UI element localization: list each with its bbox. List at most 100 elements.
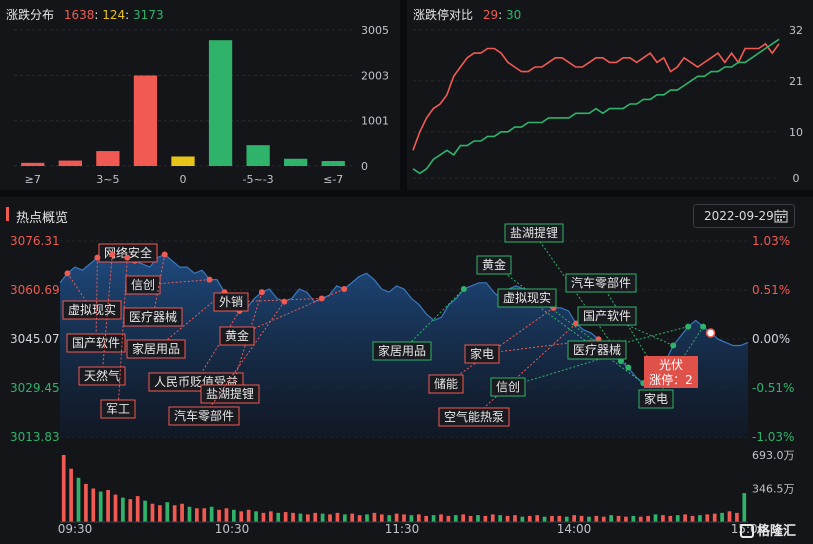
down-count: 3173 [133,8,164,22]
annotation-label: 信创 [496,380,520,394]
limit-compare-panel: 涨跌停对比 29: 30 0 10 21 32 [407,0,813,190]
volume-bar [195,508,199,522]
volume-bar [402,514,406,522]
volume-bar [135,496,140,522]
volume-bar [601,516,606,522]
annotation-point [94,254,101,261]
annotation-box [62,300,122,320]
volume-bar [720,512,724,522]
x-tick-label: ≤-7 [323,173,343,186]
volume-bar [579,515,584,522]
flat-count: 124 [102,8,126,22]
volume-bar [416,514,421,522]
annotation-label: 医疗器械 [129,309,177,324]
annotation-leader [155,291,225,350]
y-tick-label: 10 [789,126,803,139]
volume-tick-label: 346.5万 [752,483,795,496]
annotation-label: 汽车零部件 [571,275,631,290]
volume-bar [150,503,155,522]
annotation-box [66,333,126,353]
annotation-leader [445,307,554,385]
volume-bar [624,516,628,522]
volume-bar [468,515,473,522]
volume-bar [121,497,125,522]
annotation-leader [236,288,345,337]
volume-bar [572,515,576,522]
volume-bar [675,515,680,522]
volume-bar [217,509,221,522]
volume-bar [439,514,443,522]
volume-bar [631,515,636,522]
annotation-label: 天然气 [84,368,120,383]
annotation-point [124,254,131,261]
volume-bar [320,513,325,522]
annotation-point [685,323,692,330]
volume-bar [276,512,281,522]
annotation-box [438,407,510,427]
volume-bar [557,515,562,522]
x-tick-label: ≥7 [25,173,41,186]
distribution-header: 涨跌分布 1638: 124: 3173 [6,6,164,23]
volume-bar [446,515,451,522]
annotation-label: 虚拟现实 [503,290,551,305]
annotation-label: 汽车零部件 [174,408,234,423]
volume-bar [84,483,88,522]
annotation-label: 空气能热泵 [444,409,504,424]
annotation-box [78,366,126,386]
bar [133,75,158,166]
up-count: 1638 [63,8,95,22]
volume-bar [165,502,170,522]
annotation-point [341,286,348,293]
y-left-tick-label: 3013.83 [10,430,60,444]
annotation-label: 医疗器械 [573,342,621,357]
volume-bar [172,505,177,522]
volume-bar [128,499,133,522]
volume-bar [513,515,517,522]
limit-down-count: 30 [506,8,522,22]
x-tick-label: 11:30 [385,522,420,536]
volume-bar [735,512,739,522]
volume-bar [520,516,525,522]
hot-overview-title: 热点概览 [16,211,69,226]
annotation-box [126,339,186,359]
y-left-tick-label: 3076.31 [10,234,60,248]
volume-bar [268,511,273,522]
volume-bar [254,511,258,522]
annotation-leader [493,264,622,362]
annotation-box [428,374,464,394]
volume-bar [594,515,599,522]
volume-bar [461,514,466,522]
volume-bar [505,515,510,522]
sep-2: : [125,8,130,22]
volume-bar [232,509,236,522]
y-tick-label: 3005 [361,24,389,37]
annotation-box [219,326,255,346]
limit-down-line [412,38,780,175]
annotation-leader [195,310,240,383]
volume-bar [61,455,66,522]
calendar-icon[interactable] [774,209,788,223]
annotation-label: 黄金 [482,257,506,272]
x-tick-label: 14:00 [557,522,592,536]
volume-bar [638,516,643,522]
y-right-tick-label: 0.00% [752,332,790,346]
volume-bar [113,494,118,522]
volume-bar [143,500,147,522]
y-right-tick-label: -0.51% [752,381,794,395]
y-right-tick-label: 1.03% [752,234,790,248]
volume-bar [246,509,251,522]
annotation-box [98,243,158,263]
volume-bar [483,515,488,522]
annotation-box [490,377,526,397]
watermark: 格隆汇 [740,520,796,539]
annotation-label: 储能 [434,376,458,391]
bar [58,160,82,166]
x-tick-label: 15:00 [731,522,766,536]
annotation-box [567,340,627,360]
limit-compare-chart: 0 10 21 32 [412,24,803,185]
volume-bar [379,514,384,522]
volume-bar [98,491,103,522]
volume-bar [202,508,207,522]
date-picker[interactable]: 2022-09-29 [693,204,795,228]
volume-bar [646,515,650,522]
